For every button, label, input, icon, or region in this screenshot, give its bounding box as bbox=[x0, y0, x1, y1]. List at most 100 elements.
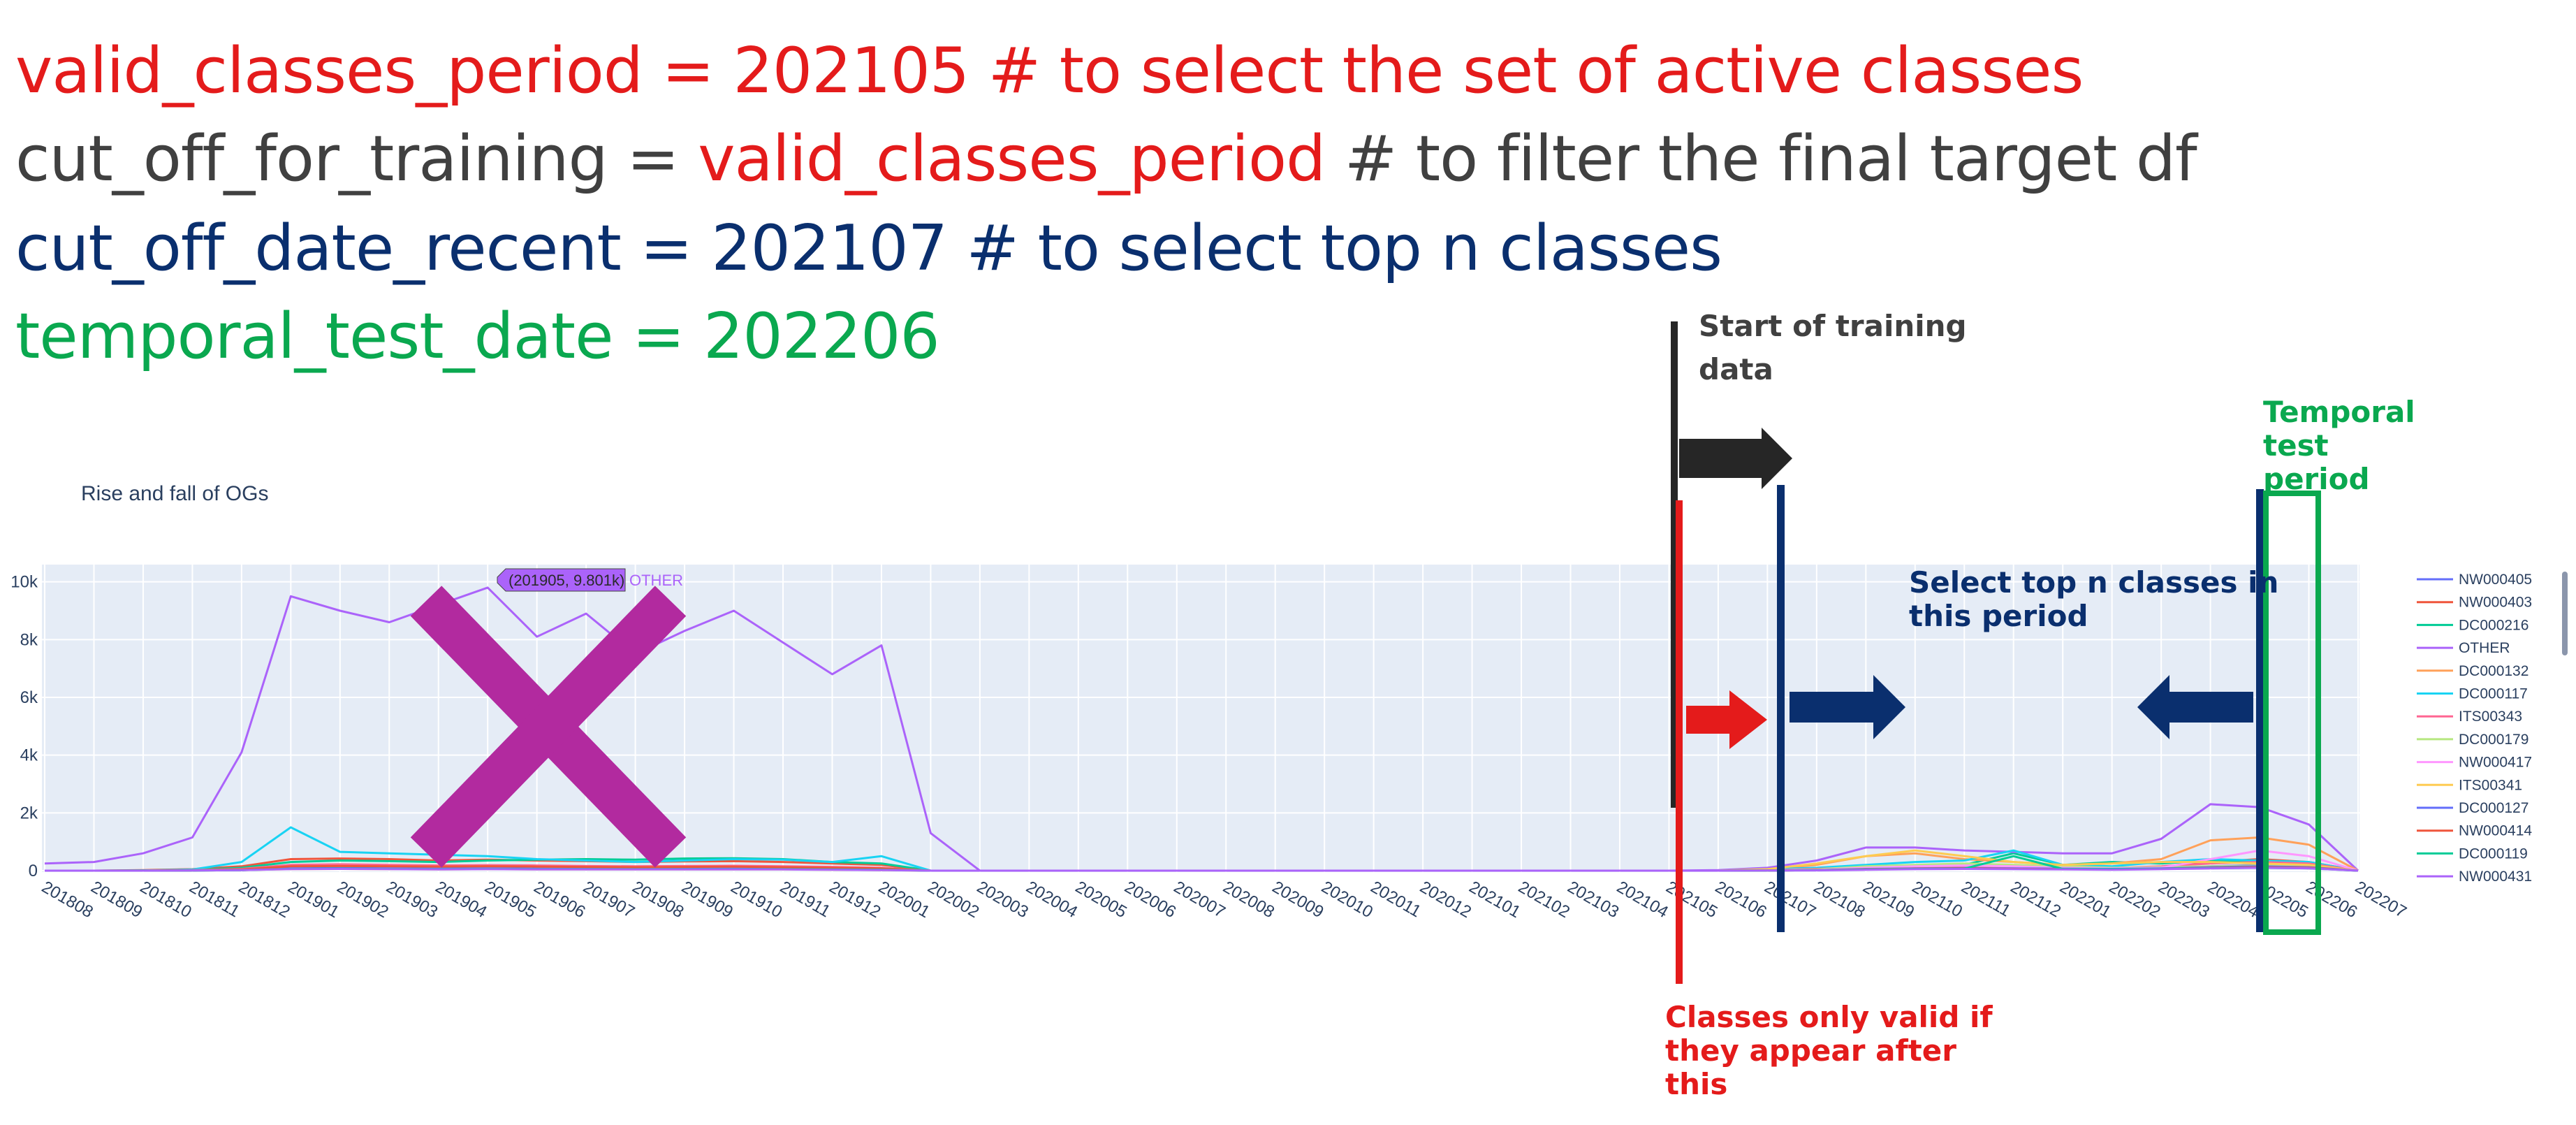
x-tick-label: 202105 bbox=[1662, 878, 1720, 922]
x-tick-label: 201903 bbox=[383, 878, 441, 922]
test-start-line bbox=[2256, 489, 2264, 932]
x-tick-label: 202204 bbox=[2204, 878, 2262, 922]
tooltip-point: (201905, 9.801k) bbox=[508, 572, 624, 589]
grid-lines bbox=[42, 565, 2359, 872]
x-tick-label: 202203 bbox=[2155, 878, 2213, 922]
legend-item-dc000216[interactable]: DC000216 bbox=[2459, 617, 2529, 633]
legend-item-other[interactable]: OTHER bbox=[2459, 640, 2510, 656]
x-tick-label: 202009 bbox=[1269, 878, 1327, 922]
x-tick-label: 202109 bbox=[1859, 878, 1917, 922]
x-tick-label: 201808 bbox=[38, 878, 96, 922]
x-tick-label: 202106 bbox=[1712, 878, 1770, 922]
legend-item-nw000431[interactable]: NW000431 bbox=[2459, 869, 2532, 885]
y-tick-label: 2k bbox=[20, 804, 38, 822]
x-tick-label: 201908 bbox=[629, 878, 687, 922]
x-tick-label: 201910 bbox=[728, 878, 786, 922]
legend-item-nw000405[interactable]: NW000405 bbox=[2459, 572, 2532, 588]
cut-off-recent-line bbox=[1777, 485, 1785, 932]
legend-scrollbar[interactable] bbox=[2562, 572, 2568, 655]
x-tick-label: 201912 bbox=[826, 878, 884, 922]
code-line2-prefix: cut_off_for_training = bbox=[15, 122, 698, 196]
x-tick-label: 202101 bbox=[1466, 878, 1524, 922]
code-line2-highlight: valid_classes_period bbox=[698, 122, 1326, 196]
x-tick-label: 201909 bbox=[678, 878, 736, 922]
x-tick-label: 202003 bbox=[974, 878, 1032, 922]
x-tick-label: 202004 bbox=[1023, 878, 1081, 922]
legend-item-nw000414[interactable]: NW000414 bbox=[2459, 823, 2532, 839]
x-tick-label: 201905 bbox=[481, 878, 539, 922]
y-axis-ticks: 0 2k 4k 6k 8k 10k bbox=[10, 573, 38, 880]
cross-stroke-2 bbox=[410, 586, 687, 868]
legend-item-nw000403[interactable]: NW000403 bbox=[2459, 595, 2532, 611]
x-tick-label: 202103 bbox=[1565, 878, 1623, 922]
chart-title: Rise and fall of OGs bbox=[81, 482, 268, 505]
y-tick-label: 8k bbox=[20, 630, 38, 649]
x-tick-label: 201902 bbox=[334, 878, 392, 922]
valid-classes-note: Classes only valid if they appear after … bbox=[1665, 1000, 1993, 1101]
valid-classes-line bbox=[1676, 500, 1683, 984]
legend[interactable]: NW000405 NW000403 DC000216 OTHER DC000132 DC0… bbox=[2417, 572, 2532, 885]
y-tick-label: 6k bbox=[20, 688, 38, 707]
hover-tooltip: (201905, 9.801k) OTHER bbox=[497, 568, 683, 592]
legend-item-nw000417[interactable]: NW000417 bbox=[2459, 755, 2532, 771]
code-line-temporal-test-date: temporal_test_date = 202206 bbox=[15, 300, 940, 373]
select-period-left-arrow bbox=[2137, 675, 2253, 739]
x-tick-label: 202012 bbox=[1417, 878, 1474, 922]
x-axis-ticks: 2018082018092018102018112018122019012019… bbox=[38, 878, 2410, 922]
start-training-arrow bbox=[1679, 428, 1792, 489]
x-tick-label: 201904 bbox=[432, 878, 490, 922]
x-tick-label: 202008 bbox=[1220, 878, 1278, 922]
x-tick-label: 202201 bbox=[2056, 878, 2114, 922]
x-tick-label: 201809 bbox=[87, 878, 145, 922]
x-tick-label: 202006 bbox=[1121, 878, 1179, 922]
code-line-cut-off-for-training: cut_off_for_training = valid_classes_per… bbox=[15, 124, 2197, 194]
x-tick-label: 202108 bbox=[1810, 878, 1868, 922]
x-tick-label: 202002 bbox=[924, 878, 982, 922]
x-tick-label: 202102 bbox=[1515, 878, 1573, 922]
temporal-test-note: Temporal test period bbox=[2263, 395, 2415, 496]
legend-item-dc000132[interactable]: DC000132 bbox=[2459, 663, 2529, 679]
x-tick-label: 202112 bbox=[2007, 878, 2064, 922]
valid-classes-arrow bbox=[1686, 690, 1767, 749]
x-tick-label: 202104 bbox=[1613, 878, 1671, 922]
x-tick-label: 202011 bbox=[1368, 878, 1424, 922]
x-tick-label: 201810 bbox=[137, 878, 195, 922]
x-tick-label: 202005 bbox=[1072, 878, 1130, 922]
legend-item-dc000119[interactable]: DC000119 bbox=[2459, 845, 2528, 862]
cross-out-mark bbox=[410, 586, 687, 868]
x-tick-label: 202107 bbox=[1761, 878, 1819, 922]
x-tick-label: 202110 bbox=[1909, 878, 1966, 922]
x-tick-label: 201906 bbox=[531, 878, 589, 922]
y-tick-label: 4k bbox=[20, 746, 38, 765]
y-tick-label: 10k bbox=[10, 573, 38, 592]
x-tick-label: 202010 bbox=[1318, 878, 1376, 922]
code-line-cut-off-date-recent: cut_off_date_recent = 202107 # to select… bbox=[15, 212, 1722, 285]
legend-item-its00343[interactable]: ITS00343 bbox=[2459, 709, 2522, 725]
legend-item-dc000117[interactable]: DC000117 bbox=[2459, 686, 2528, 702]
x-tick-label: 201901 bbox=[284, 878, 342, 922]
code-line-valid-classes-period: valid_classes_period = 202105 # to selec… bbox=[15, 34, 2084, 108]
start-training-line bbox=[1671, 321, 1678, 808]
tooltip-series: OTHER bbox=[629, 572, 683, 589]
x-tick-label: 201911 bbox=[777, 878, 833, 922]
legend-item-dc000179[interactable]: DC000179 bbox=[2459, 732, 2529, 748]
tooltip-box bbox=[497, 568, 626, 592]
select-period-right-arrow bbox=[1790, 675, 1905, 739]
start-training-note: Start of training data bbox=[1699, 309, 1967, 386]
code-line2-suffix: # to filter the final target df bbox=[1325, 122, 2197, 196]
select-top-n-note: Select top n classes in this period bbox=[1909, 565, 2279, 633]
temporal-test-box bbox=[2263, 491, 2321, 935]
legend-item-its00341[interactable]: ITS00341 bbox=[2459, 777, 2522, 793]
x-tick-label: 202001 bbox=[875, 878, 933, 922]
x-tick-label: 202007 bbox=[1171, 878, 1229, 922]
x-tick-label: 201907 bbox=[580, 878, 638, 922]
x-tick-label: 202207 bbox=[2352, 878, 2410, 922]
x-tick-label: 202111 bbox=[1958, 878, 2014, 921]
legend-item-dc000127[interactable]: DC000127 bbox=[2459, 800, 2529, 816]
x-tick-label: 201812 bbox=[235, 878, 293, 922]
series-line-nw000431 bbox=[45, 866, 2359, 872]
x-tick-label: 202202 bbox=[2106, 878, 2164, 922]
y-tick-label: 0 bbox=[29, 862, 38, 880]
x-tick-label: 201811 bbox=[186, 878, 242, 922]
